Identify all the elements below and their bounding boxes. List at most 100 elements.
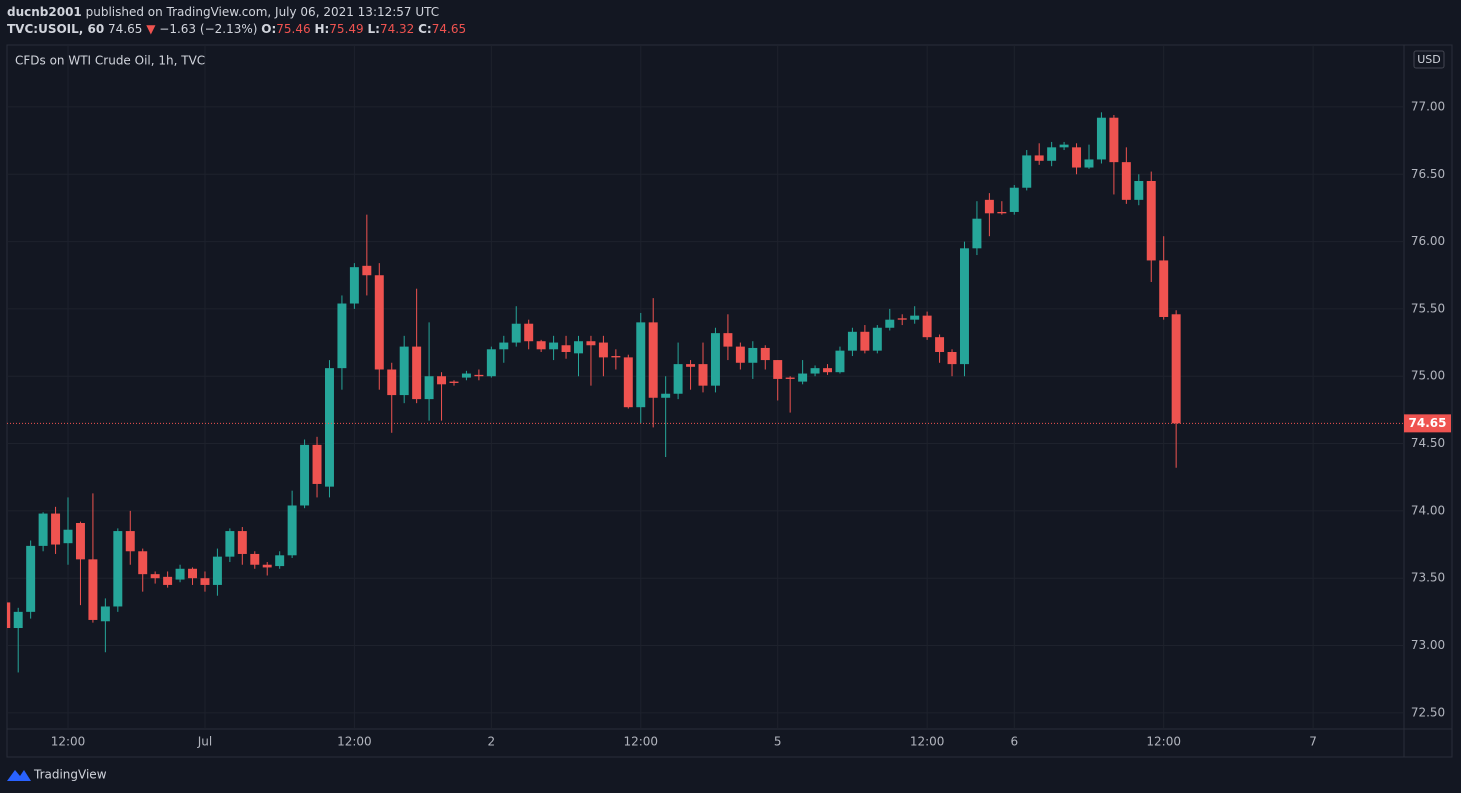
candle-body <box>698 364 708 386</box>
author: ducnb2001 <box>7 5 82 19</box>
candle-body <box>1009 187 1019 212</box>
candle-body <box>287 505 297 556</box>
high-value: 75.49 <box>329 22 364 36</box>
y-tick-label: 75.50 <box>1411 301 1445 315</box>
candle-body <box>399 346 409 396</box>
candle-body <box>324 368 334 487</box>
candle-body <box>212 556 222 585</box>
x-tick-label: 6 <box>1010 735 1018 749</box>
candle-body <box>773 360 783 379</box>
candle-body <box>561 345 571 352</box>
candle-body <box>598 342 608 358</box>
candle-body <box>1047 147 1057 161</box>
candle-body <box>997 211 1007 214</box>
y-tick-label: 74.00 <box>1411 503 1445 517</box>
logo: TradingView <box>7 768 107 782</box>
candle-body <box>1022 155 1032 188</box>
candle-body <box>611 356 621 358</box>
candle-body <box>959 248 969 365</box>
candle-body <box>1084 159 1094 168</box>
y-tick-label: 75.00 <box>1411 369 1445 383</box>
candle-body <box>63 529 73 544</box>
candle-body <box>312 444 322 484</box>
candle-body <box>1096 117 1106 160</box>
y-tick-label: 73.00 <box>1411 638 1445 652</box>
symbol: TVC:USOIL, 60 <box>7 22 105 36</box>
x-tick-label: 12:00 <box>337 735 372 749</box>
candle-body <box>424 376 434 400</box>
candle-body <box>935 337 945 352</box>
candle-body <box>872 327 882 351</box>
grid <box>7 45 1404 729</box>
candle-body <box>1134 180 1144 200</box>
currency-box <box>1413 50 1445 69</box>
candles <box>7 112 1181 673</box>
candle-body <box>785 377 795 379</box>
candle-body <box>51 513 61 545</box>
candle-body <box>38 513 48 546</box>
candle-body <box>275 555 285 567</box>
x-tick-label: 12:00 <box>1146 735 1181 749</box>
y-tick-label: 76.50 <box>1411 167 1445 181</box>
candle-body <box>262 564 272 568</box>
y-tick-label: 73.50 <box>1411 571 1445 585</box>
candle-body <box>1059 144 1069 148</box>
candle-body <box>810 368 820 374</box>
candle-body <box>823 368 833 373</box>
candle-body <box>673 364 683 394</box>
close-label: C: <box>418 22 432 36</box>
x-tick-label: 5 <box>774 735 782 749</box>
header-line-2: TVC:USOIL, 60 74.65 ▼ −1.63 (−2.13%) O: 7… <box>7 21 466 38</box>
x-tick-label: 2 <box>488 735 496 749</box>
candle-body <box>200 578 210 585</box>
candle-body <box>972 218 982 249</box>
candle-body <box>574 341 583 354</box>
candle-body <box>586 341 596 346</box>
header: ducnb2001 published on TradingView.com, … <box>7 4 466 38</box>
candle-body <box>437 376 447 385</box>
candle-body <box>7 602 11 629</box>
candle-body <box>349 267 359 304</box>
candle-body <box>947 351 957 365</box>
last-price: 74.65 <box>108 22 143 36</box>
change: −1.63 (−2.13%) <box>159 22 258 36</box>
candle-body <box>1171 314 1181 424</box>
logo-icon <box>7 770 31 781</box>
candle-body <box>735 346 745 363</box>
open-label: O: <box>261 22 277 36</box>
candle-body <box>511 323 521 343</box>
candle-body <box>1034 155 1044 161</box>
change-arrow: ▼ <box>146 22 156 36</box>
candle-body <box>835 350 845 373</box>
candle-body <box>88 559 98 620</box>
candle-body <box>300 444 310 506</box>
candle-body <box>250 553 260 565</box>
candle-body <box>412 346 422 400</box>
candle-body <box>138 551 148 575</box>
low-value: 74.32 <box>379 22 415 36</box>
y-tick-label: 76.00 <box>1411 234 1445 248</box>
candle-body <box>798 373 808 382</box>
candle-body <box>686 364 696 367</box>
candle-body <box>175 568 185 580</box>
y-tick-label: 74.50 <box>1411 436 1445 450</box>
candle-body <box>648 322 658 398</box>
candle-body <box>760 347 770 361</box>
y-tick-label: 72.50 <box>1411 705 1445 719</box>
chart-frame <box>6 44 1453 758</box>
currency: USD <box>1417 53 1441 66</box>
candle-body <box>910 315 920 320</box>
candle-body <box>1109 117 1119 163</box>
candle-body <box>524 323 534 342</box>
candle-body <box>26 545 36 612</box>
candle-body <box>636 322 646 408</box>
candle-body <box>1121 162 1131 200</box>
published: published on TradingView.com, July 06, 2… <box>85 5 440 19</box>
candle-body <box>748 347 758 363</box>
candle-body <box>486 349 496 377</box>
x-tick-label: 12:00 <box>623 735 658 749</box>
last-price-label: 74.65 <box>1409 416 1447 430</box>
brand: TradingView <box>33 768 107 782</box>
header-line-1: ducnb2001 published on TradingView.com, … <box>7 4 466 21</box>
